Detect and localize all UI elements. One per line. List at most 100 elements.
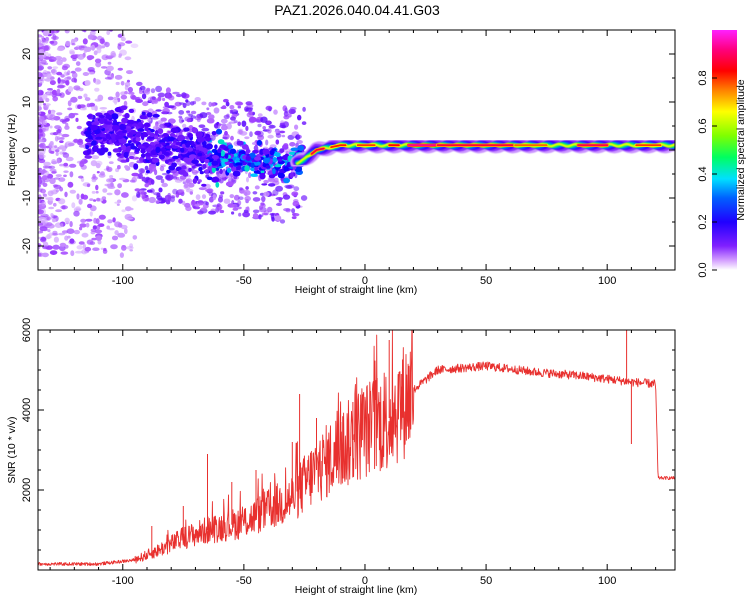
spectrogram-speckle [59, 145, 65, 150]
spectrogram-speckle [87, 203, 93, 209]
spectrogram-blob [224, 153, 229, 159]
spectrogram-blob [134, 148, 140, 153]
spectrogram-blob [152, 157, 160, 163]
spectrogram-blob [143, 122, 151, 128]
spectrogram-speckle [42, 124, 49, 128]
spectrogram-speckle [57, 57, 61, 62]
spectrogram-blob [191, 159, 199, 164]
spectrogram-speckle [67, 235, 71, 239]
spectrogram-speckle [74, 250, 83, 254]
spectrogram-speckle [265, 139, 269, 146]
spectrogram-speckle [65, 80, 69, 85]
spectrogram-speckle [124, 56, 132, 61]
spectrogram-speckle [263, 210, 269, 216]
spectrogram-speckle [130, 17, 138, 22]
spectrogram-blob [235, 162, 243, 166]
spectrogram-speckle [225, 101, 230, 107]
spectrogram-speckle [38, 65, 44, 71]
spectrogram-speckle [38, 194, 42, 201]
spectrogram-speckle [106, 166, 113, 172]
spectrogram-speckle [97, 94, 104, 102]
spectrogram-speckle [73, 46, 80, 51]
snr-xlabel: Height of straight line (km) [295, 584, 418, 596]
spectrogram-speckle [268, 124, 276, 129]
spectrogram-speckle [106, 178, 114, 183]
spectrogram-speckle [52, 66, 59, 69]
spectrogram-speckle [120, 37, 126, 42]
spectrogram-blob [188, 154, 197, 159]
spectrogram-ylabel: Frequency (Hz) [6, 114, 18, 186]
spectrogram-speckle [255, 119, 261, 123]
spectrogram-speckle [38, 102, 42, 107]
spectrogram-speckle [197, 181, 201, 185]
spectrogram-blob [123, 151, 129, 159]
spectrogram-speckle [96, 197, 101, 202]
spectrogram-speckle [148, 196, 156, 204]
spectrogram-speckle [178, 110, 185, 115]
spectrogram-blob [204, 169, 209, 174]
spectrogram-blob [146, 112, 153, 118]
spectrogram-blob [131, 123, 138, 127]
spectrogram-speckle [72, 58, 77, 62]
spectrogram-blob [85, 144, 89, 150]
spectrogram-speckle [291, 216, 297, 220]
spectrogram-speckle [293, 186, 300, 192]
spectrogram-speckle [108, 30, 114, 32]
spectrogram-blob [154, 130, 159, 136]
spectrogram-speckle [39, 48, 44, 54]
spectrogram-speckle [230, 135, 234, 141]
spectrogram-speckle [219, 209, 225, 214]
spectrogram-speckle [206, 118, 215, 124]
spectrogram-speckle [275, 203, 282, 206]
spectrogram-speckle [48, 109, 51, 115]
spectrogram-blob [205, 143, 213, 150]
spectrogram-speckle [174, 173, 179, 177]
spectrogram-speckle [239, 187, 243, 191]
spectrogram-blob [165, 142, 170, 146]
spectrogram-blob [137, 144, 142, 149]
spectrogram-speckle [75, 117, 79, 122]
spectrogram-speckle [192, 100, 197, 105]
spectrogram-speckle [96, 21, 102, 24]
spectrogram-blob [185, 144, 190, 148]
spectrogram-speckle [63, 162, 69, 167]
spectrogram-speckle [114, 230, 119, 236]
spectrogram-speckle [70, 96, 78, 103]
spectrogram-speckle [56, 129, 62, 133]
spectrogram-speckle [99, 25, 103, 29]
spectrogram-speckle [38, 89, 44, 96]
spectrogram-blob [271, 148, 277, 152]
spectrogram-speckle [212, 204, 220, 208]
spectrogram-speckle [96, 171, 100, 174]
spectrogram-speckle [290, 109, 296, 114]
spectrogram-speckle [259, 205, 263, 210]
spectrogram-speckle [91, 155, 100, 160]
spectrogram-speckle [73, 85, 81, 91]
spectrogram-speckle [178, 117, 184, 124]
spectrogram-blob [201, 183, 207, 187]
spectrogram-speckle [135, 99, 144, 103]
spectrogram-speckle [81, 30, 86, 32]
spectrogram-speckle [56, 158, 61, 164]
spectrogram-speckle [96, 47, 102, 54]
spectrogram-speckle [86, 55, 95, 60]
spectrogram-speckle [218, 123, 222, 126]
spectrogram-ytick-label: -10 [21, 190, 33, 206]
spectrogram-speckle [67, 70, 71, 76]
spectrogram-speckle [35, 17, 42, 21]
spectrogram-speckle [47, 229, 51, 233]
spectrogram-speckle [155, 85, 163, 93]
spectrogram-blob [260, 169, 265, 174]
spectrogram-blob [197, 152, 203, 157]
spectrogram-speckle [301, 121, 307, 125]
spectrogram-speckle [208, 210, 217, 215]
spectrogram-speckle [52, 230, 58, 235]
spectrogram-speckle [121, 209, 126, 213]
spectrogram-speckle [76, 193, 80, 200]
spectrogram-speckle [245, 107, 253, 112]
spectrogram-blob [232, 170, 241, 177]
spectrogram-speckle [138, 168, 146, 174]
spectrogram-speckle [252, 209, 260, 214]
spectrogram-blob [215, 128, 223, 135]
